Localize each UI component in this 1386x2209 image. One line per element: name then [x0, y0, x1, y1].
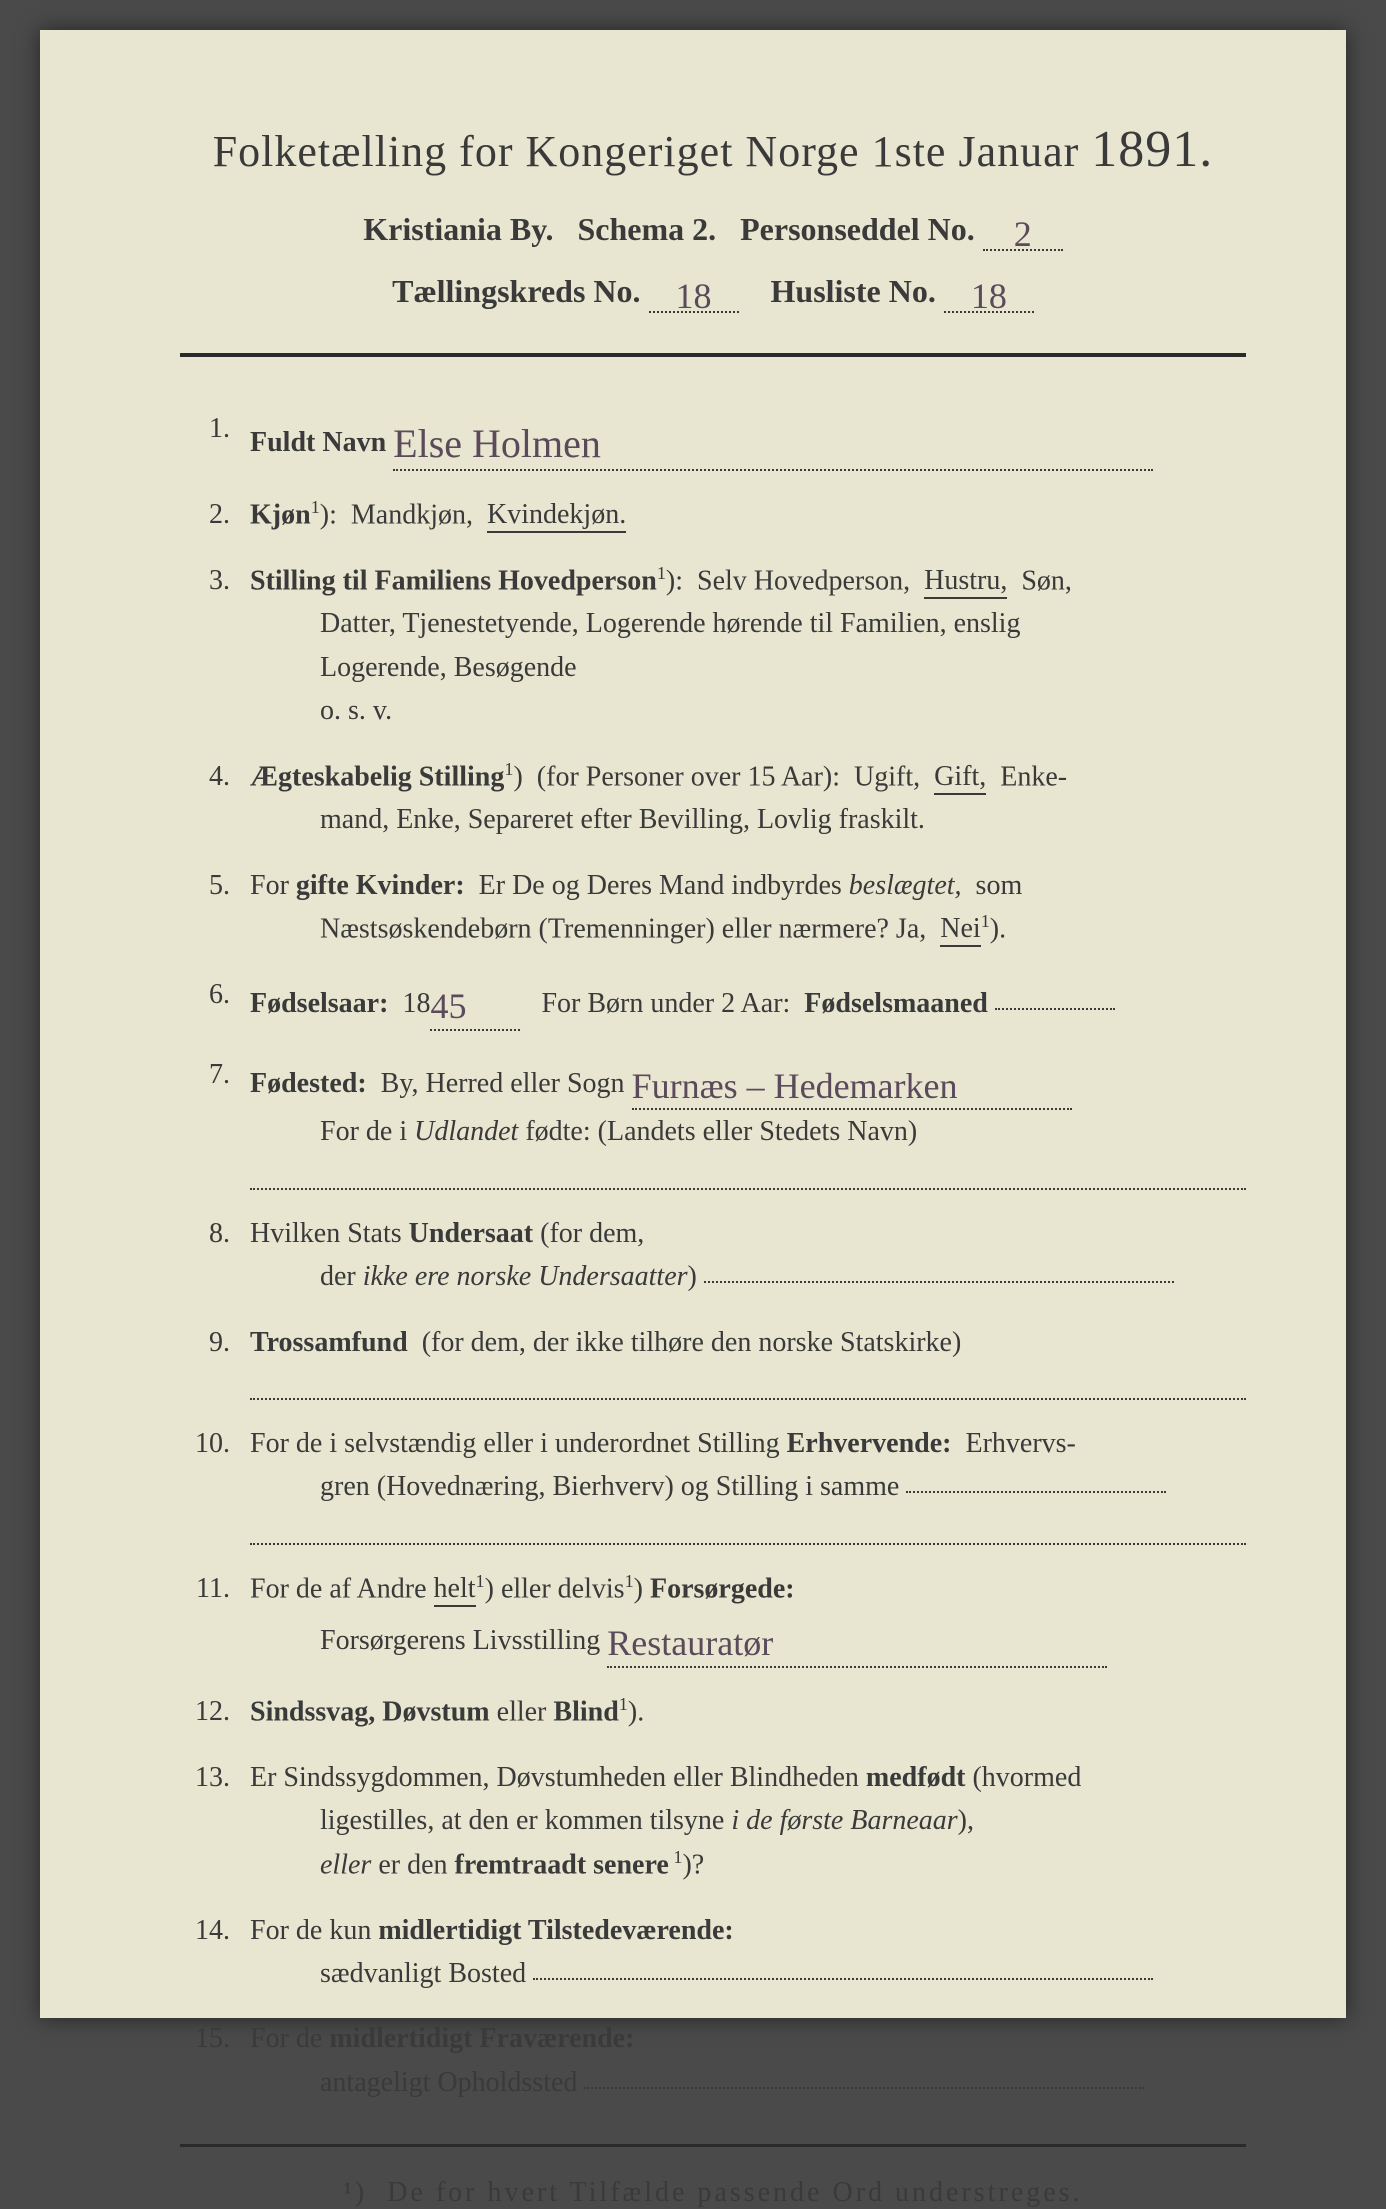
q5-selected: Nei	[940, 913, 980, 947]
main-title: Folketælling for Kongeriget Norge 1ste J…	[180, 120, 1246, 179]
q6: 6. Fødselsaar: 1845 For Børn under 2 Aar…	[180, 973, 1246, 1031]
question-list: 1. Fuldt Navn Else Holmen 2. Kjøn1): Man…	[180, 407, 1246, 2104]
footnote: ¹) De for hvert Tilfælde passende Ord un…	[180, 2177, 1246, 2209]
q14: 14. For de kun midlertidigt Tilstedevære…	[180, 1909, 1246, 1996]
q5: 5. For gifte Kvinder: Er De og Deres Man…	[180, 864, 1246, 951]
census-form-page: Folketælling for Kongeriget Norge 1ste J…	[40, 30, 1346, 2018]
divider-bottom	[180, 2144, 1246, 2147]
q6-year: 45	[430, 979, 470, 1035]
q10-blank	[250, 1515, 1246, 1545]
q7: 7. Fødested: By, Herred eller Sogn Furnæ…	[180, 1053, 1246, 1190]
q1: 1. Fuldt Navn Else Holmen	[180, 407, 1246, 471]
q15: 15. For de midlertidigt Fraværende: anta…	[180, 2017, 1246, 2104]
subtitle-2: Tællingskreds No. 18 Husliste No. 18	[180, 269, 1246, 313]
divider-top	[180, 353, 1246, 357]
q2: 2. Kjøn1): Mandkjøn, Kvindekjøn.	[180, 493, 1246, 537]
title-year: 1891.	[1091, 121, 1213, 178]
q2-selected: Kvindekjøn.	[487, 499, 626, 533]
q7-blank	[250, 1160, 1246, 1190]
q11: 11. For de af Andre helt1) eller delvis1…	[180, 1567, 1246, 1669]
q10: 10. For de i selvstændig eller i underor…	[180, 1422, 1246, 1545]
q4: 4. Ægteskabelig Stilling1) (for Personer…	[180, 755, 1246, 842]
q12: 12. Sindssvag, Døvstum eller Blind1).	[180, 1690, 1246, 1734]
husliste-no: 18	[969, 275, 1009, 317]
kreds-no: 18	[674, 275, 714, 317]
q3: 3. Stilling til Familiens Hovedperson1):…	[180, 559, 1246, 733]
q4-selected: Gift,	[934, 761, 986, 795]
q7-place: Furnæs – Hedemarken	[632, 1059, 958, 1115]
q13: 13. Er Sindssygdommen, Døvstumheden elle…	[180, 1756, 1246, 1887]
subtitle-1: Kristiania By. Schema 2. Personseddel No…	[180, 207, 1246, 251]
q9: 9. Trossamfund (for dem, der ikke tilhør…	[180, 1321, 1246, 1400]
q9-blank	[250, 1370, 1246, 1400]
title-text: Folketælling for Kongeriget Norge 1ste J…	[213, 127, 1080, 176]
q8: 8. Hvilken Stats Undersaat (for dem, der…	[180, 1212, 1246, 1299]
q1-name-value: Else Holmen	[393, 413, 601, 475]
personseddel-no: 2	[1003, 213, 1043, 255]
q3-selected: Hustru,	[924, 565, 1007, 599]
q11-value: Restauratør	[607, 1616, 773, 1672]
